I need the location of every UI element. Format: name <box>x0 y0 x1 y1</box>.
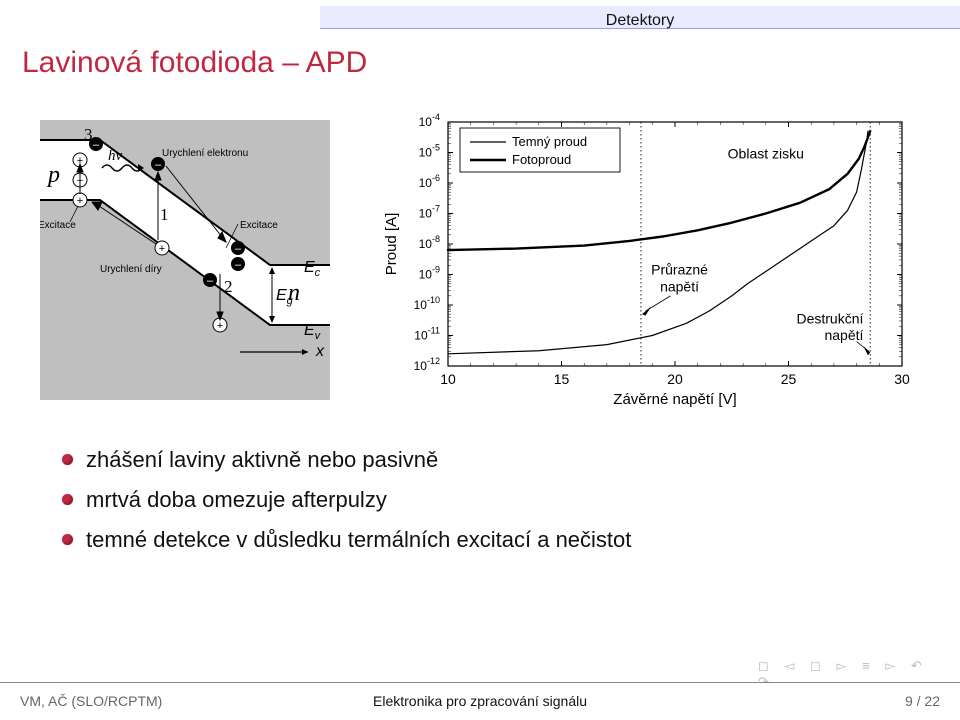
svg-text:–: – <box>155 159 162 171</box>
list-item: temné detekce v důsledku termálních exci… <box>60 520 910 560</box>
svg-text:napětí: napětí <box>660 278 699 294</box>
iv-chart: 10-410-510-610-710-810-910-1010-1110-121… <box>380 110 920 410</box>
svg-text:–: – <box>235 243 242 255</box>
svg-text:1: 1 <box>160 205 169 224</box>
svg-text:–: – <box>235 259 242 271</box>
svg-text:x: x <box>315 343 325 360</box>
nav-section-icon[interactable]: ◻ <box>810 658 825 673</box>
svg-text:15: 15 <box>554 371 570 387</box>
nav-up-icon[interactable]: ≡ <box>862 658 874 673</box>
list-item: zhášení laviny aktivně nebo pasivně <box>60 440 910 480</box>
svg-text:25: 25 <box>781 371 797 387</box>
label-p: p <box>46 162 60 188</box>
header-bar: Detektory <box>320 6 960 30</box>
bullet-list: zhášení laviny aktivně nebo pasivně mrtv… <box>60 440 910 560</box>
svg-text:Destrukční: Destrukční <box>796 310 863 326</box>
svg-text:10-11: 10-11 <box>414 326 440 343</box>
svg-text:3: 3 <box>84 125 93 144</box>
svg-text:+: + <box>217 320 223 332</box>
svg-text:20: 20 <box>667 371 683 387</box>
content-area: p n Ec Eg Ev x hν + + + <box>0 120 960 540</box>
nav-icons[interactable]: ◻ ◅ ◻ ▻ ≡ ▻ ↶ ↷ <box>756 658 936 678</box>
footer-page: 9 / 22 <box>905 693 940 709</box>
nav-next-icon[interactable]: ▻ <box>836 658 850 673</box>
svg-text:Fotoproud: Fotoproud <box>512 152 571 167</box>
slide: Detektory Lavinová fotodioda – APD p n E… <box>0 0 960 720</box>
svg-text:30: 30 <box>894 371 910 387</box>
label-excitace-right: Excitace <box>240 220 278 231</box>
section-label: Detektory <box>606 12 674 30</box>
nav-first-icon[interactable]: ◻ <box>758 658 773 673</box>
page-title: Lavinová fotodioda – APD <box>22 46 367 80</box>
svg-text:10-9: 10-9 <box>419 265 440 282</box>
svg-text:Závěrné napětí [V]: Závěrné napětí [V] <box>613 391 736 408</box>
svg-text:Temný proud: Temný proud <box>512 134 587 149</box>
nav-undo-icon[interactable]: ↶ <box>911 658 926 673</box>
band-diagram: p n Ec Eg Ev x hν + + + <box>40 120 330 400</box>
svg-text:Oblast zisku: Oblast zisku <box>728 146 804 162</box>
svg-text:10-12: 10-12 <box>414 356 440 373</box>
svg-text:10-10: 10-10 <box>414 295 440 312</box>
footer: VM, AČ (SLO/RCPTM) Elektronika pro zprac… <box>0 682 960 720</box>
svg-text:+: + <box>77 195 83 207</box>
label-urychleni-diry: Urychlení díry <box>100 264 162 275</box>
footer-title: Elektronika pro zpracování signálu <box>373 693 587 709</box>
svg-text:2: 2 <box>224 277 233 296</box>
nav-play-icon[interactable]: ▻ <box>885 658 899 673</box>
svg-text:10-6: 10-6 <box>419 173 440 190</box>
svg-text:10-4: 10-4 <box>419 112 440 129</box>
svg-text:10: 10 <box>440 371 456 387</box>
label-excitace-left: Excitace <box>40 220 76 231</box>
footer-author: VM, AČ (SLO/RCPTM) <box>20 693 162 709</box>
svg-text:10-7: 10-7 <box>419 204 440 221</box>
svg-text:–: – <box>93 139 100 151</box>
svg-text:+: + <box>159 243 165 255</box>
svg-text:napětí: napětí <box>824 327 863 343</box>
nav-prev-icon[interactable]: ◅ <box>784 658 798 673</box>
svg-text:Proud [A]: Proud [A] <box>383 213 400 276</box>
label-hnu: hν <box>108 148 123 164</box>
label-urychleni-elektronu: Urychlení elektronu <box>162 148 248 159</box>
svg-text:Průrazné: Průrazné <box>651 262 708 278</box>
svg-text:10-8: 10-8 <box>419 234 440 251</box>
list-item: mrtvá doba omezuje afterpulzy <box>60 480 910 520</box>
svg-text:10-5: 10-5 <box>419 143 440 160</box>
svg-text:–: – <box>207 275 214 287</box>
